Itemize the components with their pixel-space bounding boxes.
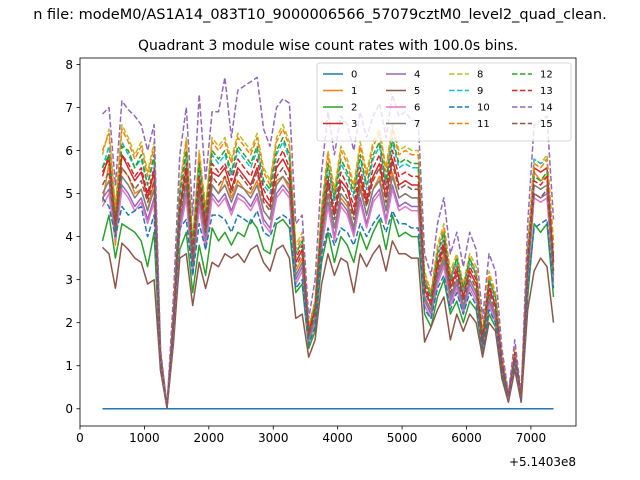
series-line-13 [101, 149, 555, 408]
x-tick-label: 3000 [258, 431, 289, 445]
series-line-10 [101, 197, 555, 408]
x-tick-label: 0 [76, 431, 84, 445]
legend-label-3: 3 [351, 119, 357, 130]
plot-frame [79, 57, 577, 427]
legend-label-4: 4 [414, 70, 420, 81]
legend-label-15: 15 [540, 119, 553, 130]
legend-label-9: 9 [477, 86, 483, 97]
y-tick-label: 2 [65, 316, 73, 330]
legend-label-11: 11 [477, 119, 490, 130]
legend-box [316, 62, 572, 142]
legend-label-13: 13 [540, 86, 553, 97]
legend-label-10: 10 [477, 103, 490, 114]
x-tick-label: 6000 [451, 431, 482, 445]
y-tick-label: 8 [65, 58, 73, 72]
y-tick-label: 4 [65, 230, 73, 244]
x-tick-label: 2000 [194, 431, 225, 445]
x-tick-label: 1000 [129, 431, 160, 445]
series-line-5 [101, 240, 555, 409]
x-tick-label: 5000 [387, 431, 418, 445]
x-tick-label: 4000 [322, 431, 353, 445]
legend-label-12: 12 [540, 70, 553, 81]
y-tick-label: 6 [65, 144, 73, 158]
series-line-15 [101, 162, 555, 408]
legend-label-5: 5 [414, 86, 420, 97]
legend-label-0: 0 [351, 70, 357, 81]
series-line-14 [101, 76, 555, 408]
legend-label-1: 1 [351, 86, 357, 97]
figure-suptitle: n file: modeM0/AS1A14_083T10_9000006566_… [33, 7, 607, 23]
y-tick-label: 0 [65, 402, 73, 416]
chart-title: Quadrant 3 module wise count rates with … [138, 38, 518, 54]
y-tick-label: 1 [65, 359, 73, 373]
legend-label-6: 6 [414, 103, 420, 114]
legend-label-14: 14 [540, 103, 553, 114]
legend-label-2: 2 [351, 103, 357, 114]
y-tick-label: 3 [65, 273, 73, 287]
legend-label-7: 7 [414, 119, 420, 130]
y-tick-label: 5 [65, 187, 73, 201]
x-axis-offset-label: +5.1403e8 [509, 455, 576, 469]
legend-label-8: 8 [477, 70, 483, 81]
x-tick-label: 7000 [516, 431, 547, 445]
series-layer [101, 76, 555, 410]
y-tick-label: 7 [65, 101, 73, 115]
